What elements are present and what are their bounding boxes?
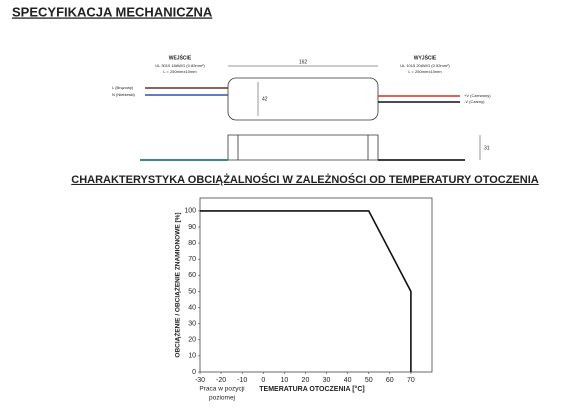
label: N (Niebieski) (112, 92, 136, 97)
y-tick-label: 20 (188, 337, 196, 344)
y-tick-label: 60 (188, 272, 196, 279)
chart-title: CHARAKTERYSTYKA OBCIĄŻALNOŚCI W ZALEŻNOŚ… (71, 173, 539, 186)
label: UL 3010 18AWG (0.82mm²) (155, 63, 205, 68)
label: WYJŚCIE (414, 54, 437, 61)
y-tick-label: 90 (188, 224, 196, 231)
x-tick-label: 0 (261, 377, 265, 384)
x-tick-label: 30 (323, 377, 331, 384)
x-tick-label: -30 (195, 377, 205, 384)
dimension: 42 (262, 96, 268, 102)
label: WEJŚCIE (169, 54, 192, 61)
dimension: 31 (484, 145, 490, 151)
x-tick-label: 40 (344, 377, 352, 384)
label: UL 1015 20AWG (0.52mm²) (400, 63, 450, 68)
y-tick-label: 50 (188, 288, 196, 295)
y-tick-label: 80 (188, 240, 196, 247)
x-tick-label: 60 (386, 377, 394, 384)
plot-frame (199, 197, 433, 373)
label: L = 250mm±10mm (163, 69, 197, 74)
y-tick-label: 40 (188, 304, 196, 311)
x-axis-label: TEMERATURA OTOCZENIA [°C] (259, 385, 364, 393)
housing-top (227, 77, 379, 121)
annotation: poziomej (209, 395, 235, 402)
x-tick-label: -20 (216, 377, 226, 384)
page-title: SPECYFIKACJA MECHANICZNA (12, 4, 213, 19)
label: +V (Czerwony) (464, 93, 491, 98)
x-tick-label: 10 (280, 377, 288, 384)
annotation: Praca w pozycji (199, 386, 244, 393)
x-tick-label: 70 (407, 377, 415, 384)
label: -V (Czarny) (464, 99, 485, 104)
label: L (Brązowy) (112, 85, 134, 90)
x-tick-label: 50 (365, 377, 373, 384)
drawing (140, 65, 481, 161)
x-tick-label: 20 (302, 377, 310, 384)
dimension: 162 (299, 59, 308, 65)
y-tick-label: 0 (192, 369, 196, 376)
y-tick-label: 100 (184, 208, 196, 215)
label: L = 250mm±10mm (408, 69, 442, 74)
y-axis-label: OBCIĄŻENIE / OBCIĄŻENIE ZNAMIONOWE [%] (174, 212, 182, 357)
y-tick-label: 10 (188, 353, 196, 360)
series-line (200, 210, 412, 372)
y-tick-label: 30 (188, 321, 196, 328)
y-tick-label: 70 (188, 256, 196, 263)
x-tick-label: -10 (237, 377, 247, 384)
housing-side (227, 134, 379, 161)
